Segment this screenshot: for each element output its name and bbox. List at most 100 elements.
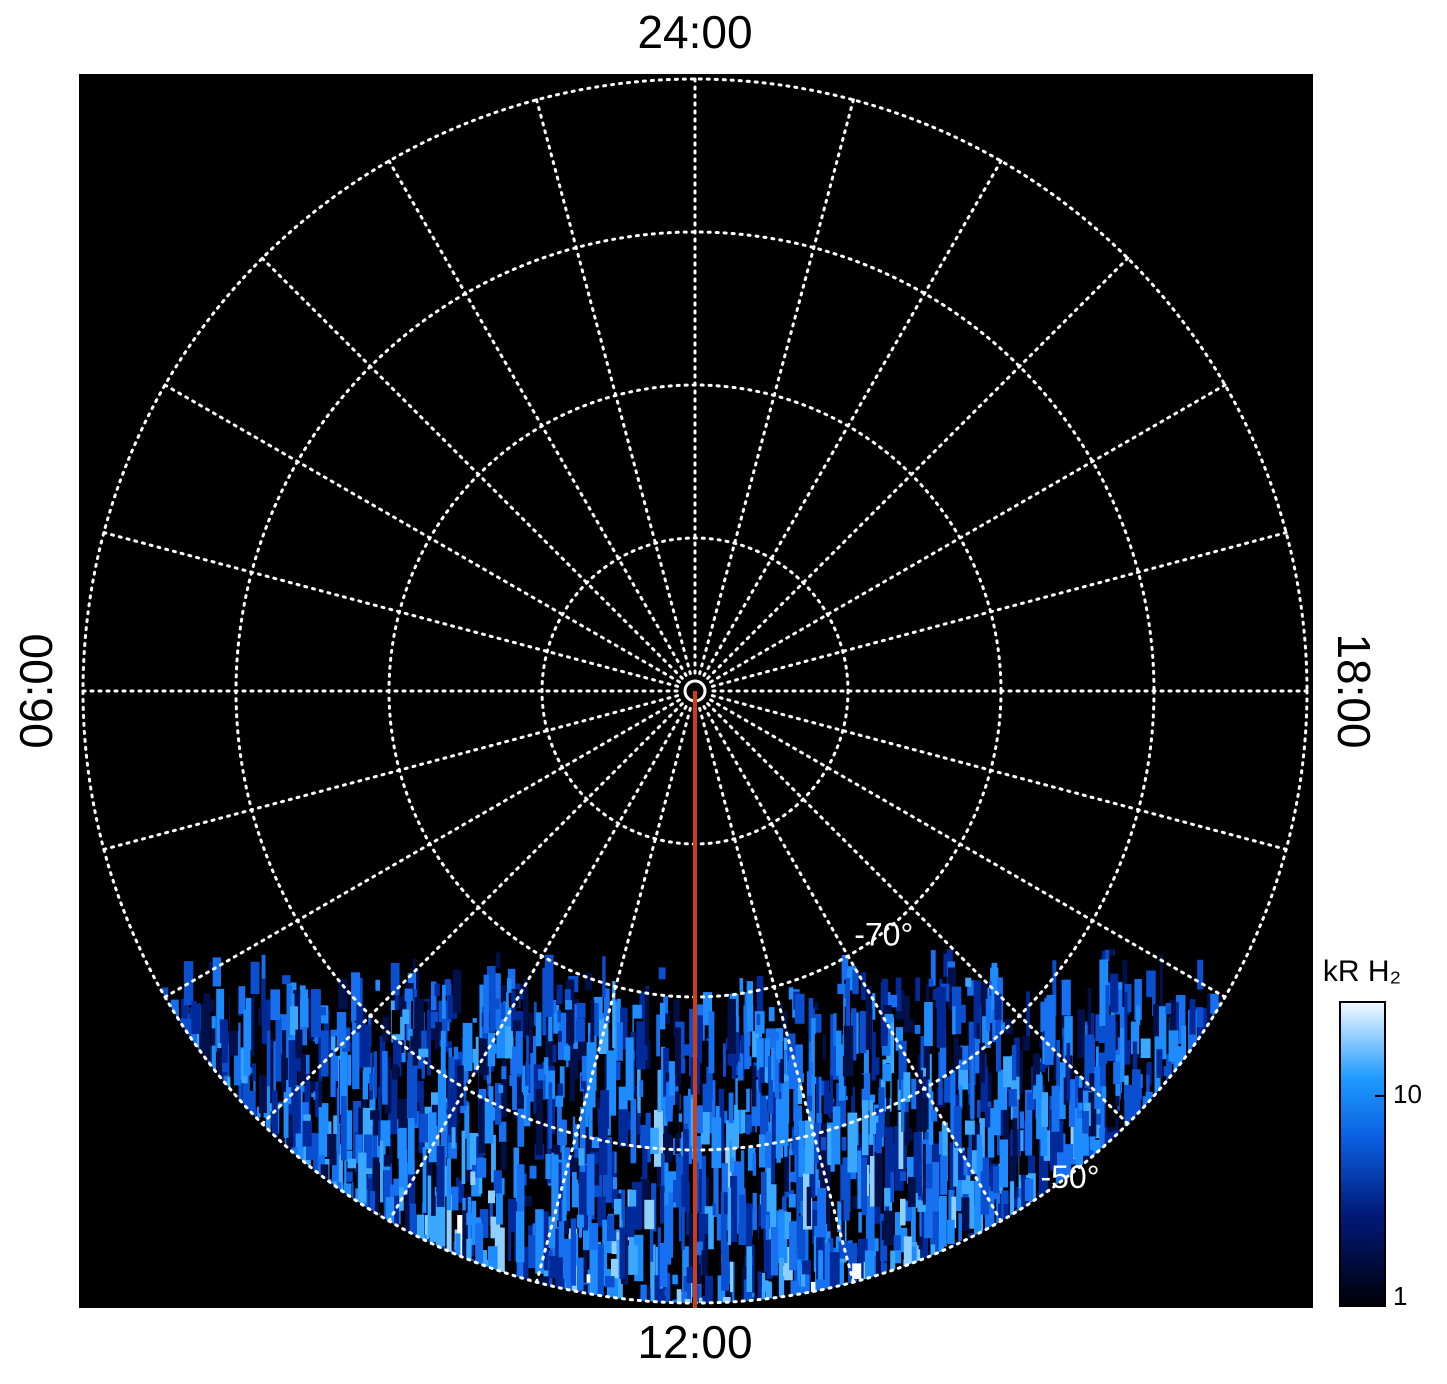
emission-streak (479, 984, 484, 1039)
emission-streak (860, 1299, 865, 1303)
emission-streak (761, 1083, 769, 1096)
emission-streak (402, 1009, 410, 1024)
emission-streak (869, 1100, 874, 1145)
emission-streak (302, 1120, 312, 1147)
emission-streak (761, 1272, 766, 1303)
emission-streak (383, 1154, 392, 1167)
emission-streak (243, 1009, 251, 1076)
emission-streak (827, 1125, 832, 1166)
emission-streak (712, 1203, 716, 1216)
emission-streak (535, 1012, 542, 1047)
emission-streak (1003, 1056, 1013, 1088)
emission-streak (734, 1104, 739, 1149)
emission-streak (542, 1253, 547, 1291)
emission-streak (1052, 960, 1057, 1016)
emission-streak (318, 1103, 329, 1157)
emission-streak (876, 1305, 881, 1351)
emission-streak (858, 1212, 862, 1233)
emission-streak (589, 1223, 599, 1274)
emission-streak (483, 974, 489, 1034)
emission-streak (393, 1038, 402, 1077)
emission-streak (880, 949, 890, 966)
emission-streak (1044, 997, 1054, 1065)
emission-streak (822, 1034, 826, 1060)
emission-streak (602, 1306, 605, 1366)
emission-streak (283, 1085, 289, 1138)
emission-streak (1033, 1015, 1040, 1035)
emission-streak (167, 1306, 175, 1335)
colorbar (1339, 1001, 1386, 1307)
hour-label: 18:00 (1328, 633, 1380, 748)
emission-streak (472, 1165, 480, 1178)
emission-streak (590, 1249, 598, 1300)
emission-streak (488, 1190, 495, 1204)
emission-streak (658, 967, 666, 980)
emission-streak (871, 993, 876, 1020)
emission-streak (570, 1218, 577, 1286)
emission-streak (927, 1053, 932, 1109)
emission-streak (994, 993, 1002, 1020)
emission-streak (922, 1144, 926, 1205)
emission-streak (1107, 1302, 1113, 1303)
emission-streak (1098, 1027, 1108, 1086)
emission-streak (1124, 1084, 1134, 1122)
emission-streak (913, 1132, 922, 1197)
emission-streak (431, 981, 437, 1011)
meridian-line (535, 706, 692, 1284)
emission-streak (210, 999, 215, 1013)
emission-streak (683, 1044, 690, 1056)
emission-streak (907, 1176, 916, 1208)
emission-streak (947, 1219, 955, 1244)
emission-streak (364, 1308, 372, 1370)
emission-streak (434, 983, 440, 997)
emission-streak (330, 1029, 341, 1097)
emission-streak (1055, 1133, 1066, 1186)
emission-streak (911, 1195, 916, 1259)
emission-streak (820, 1243, 831, 1300)
emission-streak (557, 1010, 561, 1023)
emission-streak (725, 1149, 732, 1188)
emission-streak (445, 1109, 452, 1136)
emission-streak (1077, 1009, 1085, 1058)
meridian-line (709, 698, 1227, 999)
emission-streak (845, 978, 850, 1041)
emission-streak (523, 1085, 529, 1095)
emission-streak (503, 992, 512, 1048)
emission-streak (439, 1031, 443, 1093)
emission-streak (764, 1131, 772, 1197)
emission-streak (739, 978, 744, 993)
meridian-line (163, 383, 681, 684)
emission-streak (855, 994, 860, 1016)
emission-streak (358, 1152, 367, 1203)
emission-streak (756, 1014, 761, 1026)
emission-streak (847, 1112, 858, 1173)
emission-streak (956, 1155, 962, 1212)
emission-streak (817, 1188, 827, 1240)
emission-streak (320, 1164, 329, 1186)
emission-streak (960, 1045, 969, 1070)
emission-streak (999, 1139, 1008, 1188)
emission-streak (523, 1195, 533, 1207)
meridian-line (702, 705, 1003, 1223)
emission-streak (545, 1259, 552, 1269)
emission-streak (657, 1227, 661, 1288)
emission-streak (681, 1174, 688, 1213)
emission-streak (752, 1153, 757, 1176)
emission-streak (997, 1069, 1007, 1110)
emission-streak (1011, 1044, 1017, 1081)
emission-streak (479, 1209, 489, 1238)
emission-streak (1038, 1136, 1049, 1195)
emission-streak (469, 1121, 479, 1170)
meridian-line (706, 256, 1130, 680)
emission-streak (992, 1009, 996, 1042)
emission-streak (731, 1124, 736, 1157)
emission-streak (517, 1237, 524, 1300)
emission-streak (705, 1265, 714, 1303)
emission-streak (814, 1034, 823, 1077)
emission-streak (602, 956, 606, 998)
emission-streak (936, 987, 946, 1048)
emission-streak (723, 1297, 731, 1303)
emission-streak (1085, 1038, 1095, 1074)
emission-streak (924, 1002, 933, 1047)
